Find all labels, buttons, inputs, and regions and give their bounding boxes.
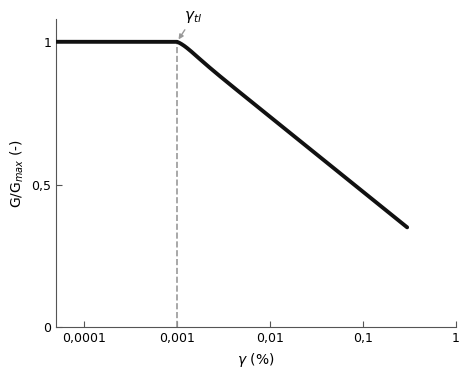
Y-axis label: G/G$_{max}$ (-): G/G$_{max}$ (-) bbox=[8, 139, 26, 208]
Text: $\gamma_{tl}$: $\gamma_{tl}$ bbox=[179, 9, 203, 38]
X-axis label: $\gamma$ (%): $\gamma$ (%) bbox=[237, 351, 275, 369]
